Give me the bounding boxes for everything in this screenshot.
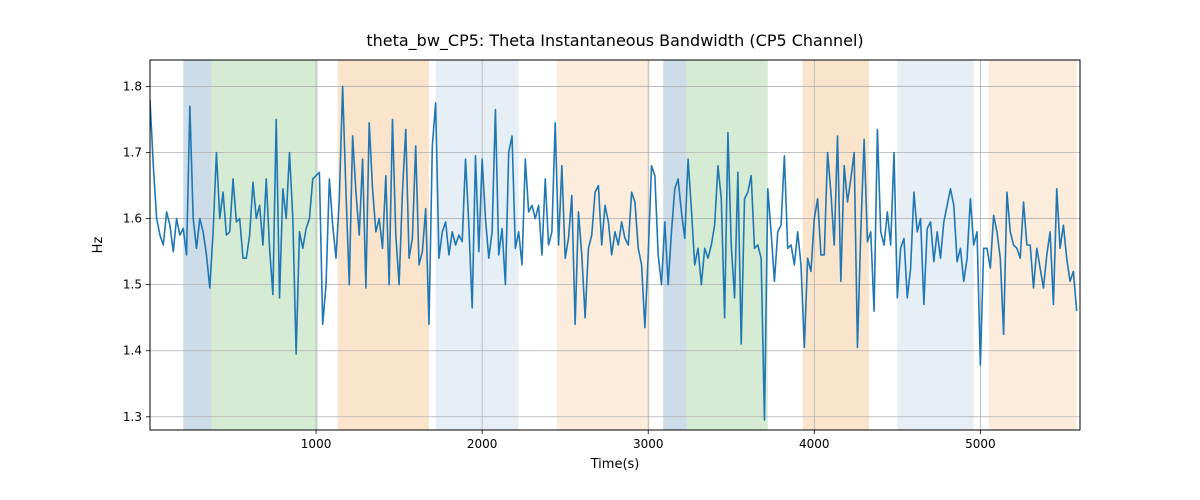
chart-title: theta_bw_CP5: Theta Instantaneous Bandwi… [366, 31, 863, 51]
y-tick-label: 1.5 [123, 278, 142, 292]
y-axis-label: Hz [91, 237, 106, 254]
y-tick-label: 1.8 [123, 79, 142, 93]
y-tick-label: 1.6 [123, 212, 142, 226]
x-tick-label: 3000 [633, 437, 664, 451]
x-tick-label: 2000 [467, 437, 498, 451]
y-tick-label: 1.3 [123, 410, 142, 424]
y-tick-label: 1.7 [123, 146, 142, 160]
time-band [557, 60, 650, 430]
x-tick-label: 4000 [799, 437, 830, 451]
chart-svg: 10002000300040005000 1.31.41.51.61.71.8 … [0, 0, 1200, 500]
x-axis-label: Time(s) [590, 457, 640, 472]
time-band [989, 60, 1077, 430]
x-tick-label: 5000 [965, 437, 996, 451]
time-band [686, 60, 767, 430]
x-tick-label: 1000 [301, 437, 332, 451]
y-tick-label: 1.4 [123, 344, 142, 358]
x-ticks: 1000 2000 3000 4000 5000 [301, 430, 996, 451]
y-ticks: 1.3 1.4 1.5 1.6 1.7 1.8 [123, 79, 150, 423]
chart-container: 10002000300040005000 1.31.41.51.61.71.8 … [0, 0, 1200, 500]
bands-group [183, 60, 1076, 430]
